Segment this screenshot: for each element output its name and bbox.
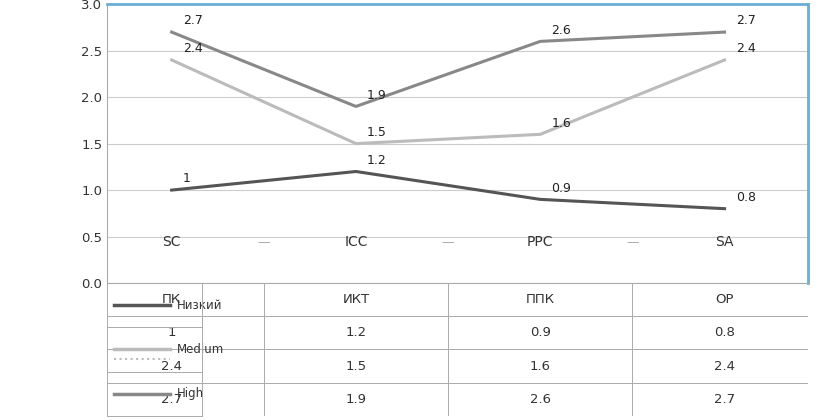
Text: SA: SA xyxy=(715,235,734,249)
Text: 1.5: 1.5 xyxy=(345,360,367,373)
Text: 2.7: 2.7 xyxy=(736,14,756,27)
Text: High: High xyxy=(177,387,204,400)
Text: —: — xyxy=(442,236,454,249)
Text: 1: 1 xyxy=(183,173,190,186)
Text: 0.8: 0.8 xyxy=(714,326,735,339)
Text: 1: 1 xyxy=(167,326,176,339)
Text: 2.4: 2.4 xyxy=(714,360,735,373)
Text: 1.2: 1.2 xyxy=(367,154,386,167)
Text: 0.8: 0.8 xyxy=(736,191,756,204)
Text: 2.6: 2.6 xyxy=(530,393,550,406)
Text: 2.6: 2.6 xyxy=(551,24,571,37)
Text: 1.2: 1.2 xyxy=(345,326,367,339)
Text: PPC: PPC xyxy=(527,235,554,249)
Text: ПК: ПК xyxy=(162,293,181,306)
Text: ОР: ОР xyxy=(715,293,734,306)
Text: 2.4: 2.4 xyxy=(162,360,182,373)
Text: SC: SC xyxy=(162,235,181,249)
Text: ППК: ППК xyxy=(526,293,555,306)
Text: 2.4: 2.4 xyxy=(736,42,756,55)
Text: 1.9: 1.9 xyxy=(345,393,367,406)
Text: 2.7: 2.7 xyxy=(714,393,735,406)
Text: 2.4: 2.4 xyxy=(183,42,203,55)
Text: ИКТ: ИКТ xyxy=(343,293,369,306)
Text: Medium: Medium xyxy=(177,343,224,356)
Text: 1.6: 1.6 xyxy=(551,117,571,130)
Text: —: — xyxy=(258,236,270,249)
Text: 2.7: 2.7 xyxy=(183,14,203,27)
Text: Низкий: Низкий xyxy=(177,299,222,312)
Text: 1.5: 1.5 xyxy=(367,126,387,139)
Text: —: — xyxy=(626,236,639,249)
Text: 2.7: 2.7 xyxy=(161,393,182,406)
Text: ICC: ICC xyxy=(344,235,368,249)
Text: 0.9: 0.9 xyxy=(530,326,550,339)
Text: 1.6: 1.6 xyxy=(530,360,550,373)
Text: 1.9: 1.9 xyxy=(367,89,386,102)
Text: 0.9: 0.9 xyxy=(551,182,571,195)
